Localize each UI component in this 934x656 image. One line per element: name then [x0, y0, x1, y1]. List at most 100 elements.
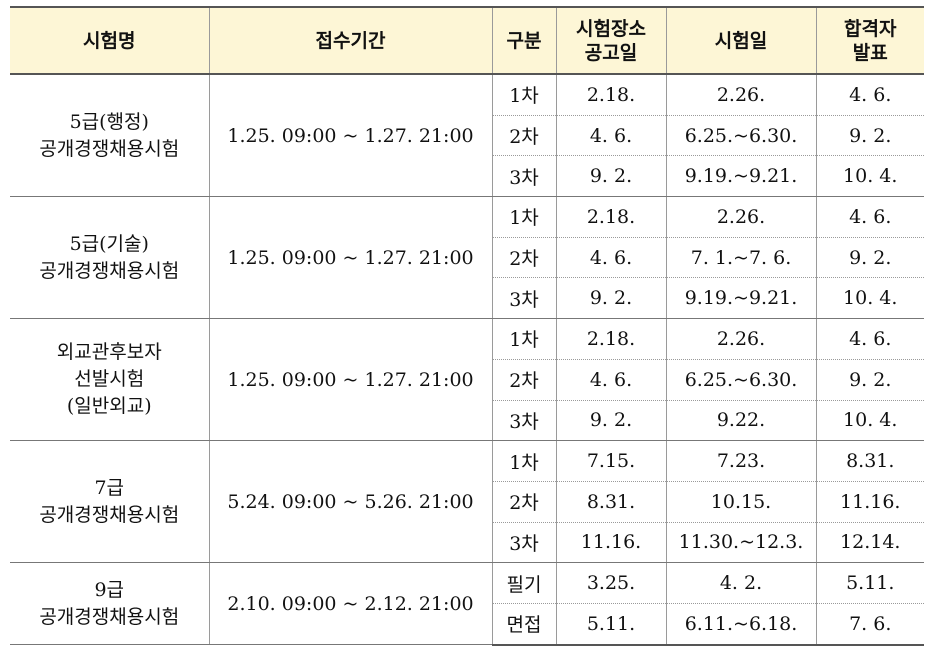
venue-notice-cell: 8.31.	[555, 481, 667, 523]
exam-name-cell: 5급(기술) 공개경쟁채용시험	[10, 196, 210, 320]
venue-notice-cell: 11.16.	[555, 522, 667, 564]
header-row: 시험명 접수기간 구분 시험장소 공고일 시험일 합격자 발표	[10, 6, 924, 75]
table-row: 3차 9. 2. 9.19.~9.21. 10. 4.	[10, 277, 924, 320]
venue-notice-cell: 7.15.	[555, 440, 667, 482]
venue-notice-cell: 5.11.	[555, 603, 667, 646]
exam-name-line: 선발시험	[74, 368, 145, 391]
exam-name-cell: 5급(행정) 공개경쟁채용시험	[10, 74, 210, 198]
stage-type-cell: 1차	[491, 318, 557, 360]
exam-name-line: 공개경쟁채용시험	[39, 605, 180, 628]
venue-notice-cell: 9. 2.	[555, 277, 667, 320]
stage-type-cell: 면접	[492, 603, 557, 646]
result-date-cell: 4. 6.	[815, 318, 924, 360]
venue-notice-cell: 9. 2.	[555, 400, 667, 442]
result-date-cell: 9. 2.	[815, 115, 924, 157]
exam-date-cell: 9.22.	[665, 400, 817, 442]
result-date-cell: 5.11.	[815, 562, 924, 604]
stage-type-cell: 2차	[492, 115, 557, 157]
venue-notice-cell: 2.18.	[555, 196, 667, 238]
venue-notice-cell: 4. 6.	[555, 237, 667, 279]
application-period-cell: 2.10. 09:00 ~ 2.12. 21:00	[208, 562, 493, 646]
stage-type-cell: 3차	[492, 277, 557, 320]
exam-schedule-table: 시험명 접수기간 구분 시험장소 공고일 시험일 합격자 발표 5급(행정) 공개경쟁…	[10, 6, 924, 646]
stage-type-cell: 2차	[492, 237, 557, 279]
stage-type-cell: 1차	[491, 440, 557, 482]
stage-type-cell: 3차	[492, 522, 557, 564]
header-venue-notice: 시험장소 공고일	[555, 6, 667, 75]
table-row: 2차 4. 6. 7. 1.~7. 6. 9. 2.	[10, 237, 924, 279]
stage-type-cell: 1차	[491, 74, 557, 116]
stage-type-cell: 3차	[492, 155, 557, 198]
exam-date-cell: 6.11.~6.18.	[665, 603, 817, 646]
exam-date-cell: 6.25.~6.30.	[665, 115, 817, 157]
application-period-cell: 1.25. 09:00 ~ 1.27. 21:00	[208, 196, 493, 320]
stage-type-cell: 3차	[492, 400, 557, 442]
exam-date-cell: 10.15.	[665, 481, 817, 523]
schedule-body: 5급(행정) 공개경쟁채용시험 1.25. 09:00 ~ 1.27. 21:00 1…	[10, 74, 924, 646]
result-date-cell: 9. 2.	[815, 359, 924, 401]
table-row: 5급(행정) 공개경쟁채용시험 1.25. 09:00 ~ 1.27. 21:00 1…	[10, 74, 924, 198]
application-period-cell: 5.24. 09:00 ~ 5.26. 21:00	[208, 440, 493, 564]
stage-type-cell: 2차	[492, 481, 557, 523]
table-row: 2차 4. 6. 6.25.~6.30. 9. 2.	[10, 359, 924, 401]
application-period-cell: 1.25. 09:00 ~ 1.27. 21:00	[208, 318, 493, 442]
result-date-cell: 10. 4.	[815, 155, 924, 198]
exam-date-cell: 6.25.~6.30.	[665, 359, 817, 401]
result-date-cell: 7. 6.	[815, 603, 924, 646]
exam-date-cell: 2.26.	[665, 318, 817, 360]
venue-notice-cell: 2.18.	[555, 318, 667, 360]
table-row: 5급(기술) 공개경쟁채용시험 1.25. 09:00 ~ 1.27. 21:00 1…	[10, 196, 924, 320]
table-row: 9급 공개경쟁채용시험 2.10. 09:00 ~ 2.12. 21:00 필기 3.2…	[10, 562, 924, 646]
exam-date-cell: 7. 1.~7. 6.	[665, 237, 817, 279]
stage-type-cell: 1차	[491, 196, 557, 238]
stage-type-cell: 2차	[492, 359, 557, 401]
table-row: 면접 5.11. 6.11.~6.18. 7. 6.	[10, 603, 924, 646]
stage-type-cell: 필기	[491, 562, 557, 604]
exam-name-line: 7급	[94, 476, 125, 499]
table-row: 3차 9. 2. 9.22. 10. 4.	[10, 400, 924, 442]
result-date-cell: 12.14.	[815, 522, 924, 564]
exam-date-cell: 2.26.	[665, 196, 817, 238]
header-exam-name: 시험명	[10, 6, 210, 75]
exam-date-cell: 9.19.~9.21.	[665, 277, 817, 320]
result-date-cell: 4. 6.	[815, 74, 924, 116]
result-date-cell: 4. 6.	[815, 196, 924, 238]
venue-notice-cell: 3.25.	[555, 562, 667, 604]
venue-notice-cell: 4. 6.	[555, 359, 667, 401]
result-date-cell: 8.31.	[815, 440, 924, 482]
exam-name-line: 공개경쟁채용시험	[39, 137, 180, 160]
exam-date-cell: 9.19.~9.21.	[665, 155, 817, 198]
table-row: 3차 9. 2. 9.19.~9.21. 10. 4.	[10, 155, 924, 198]
result-date-cell: 10. 4.	[815, 277, 924, 320]
exam-name-line: 9급	[94, 578, 125, 601]
header-type: 구분	[491, 6, 557, 75]
exam-date-cell: 2.26.	[665, 74, 817, 116]
exam-date-cell: 11.30.~12.3.	[665, 522, 817, 564]
header-result: 합격자 발표	[815, 6, 924, 75]
header-exam-date: 시험일	[665, 6, 817, 75]
exam-date-cell: 7.23.	[665, 440, 817, 482]
exam-name-line: 5급(기술)	[69, 232, 149, 255]
header-period: 접수기간	[208, 6, 493, 75]
exam-name-line: 5급(행정)	[69, 110, 149, 133]
exam-name-line: 공개경쟁채용시험	[39, 503, 180, 526]
venue-notice-cell: 9. 2.	[555, 155, 667, 198]
exam-name-line: 공개경쟁채용시험	[39, 259, 180, 282]
table-row: 2차 4. 6. 6.25.~6.30. 9. 2.	[10, 115, 924, 157]
result-date-cell: 9. 2.	[815, 237, 924, 279]
exam-name-line: 외교관후보자	[56, 341, 162, 364]
result-date-cell: 11.16.	[815, 481, 924, 523]
exam-name-line: (일반외교)	[66, 395, 152, 418]
table-row: 7급 공개경쟁채용시험 5.24. 09:00 ~ 5.26. 21:00 1차 7.1…	[10, 440, 924, 564]
venue-notice-cell: 2.18.	[555, 74, 667, 116]
application-period-cell: 1.25. 09:00 ~ 1.27. 21:00	[208, 74, 493, 198]
table-row: 2차 8.31. 10.15. 11.16.	[10, 481, 924, 523]
result-date-cell: 10. 4.	[815, 400, 924, 442]
exam-date-cell: 4. 2.	[665, 562, 817, 604]
venue-notice-cell: 4. 6.	[555, 115, 667, 157]
table-row: 3차 11.16. 11.30.~12.3. 12.14.	[10, 522, 924, 564]
